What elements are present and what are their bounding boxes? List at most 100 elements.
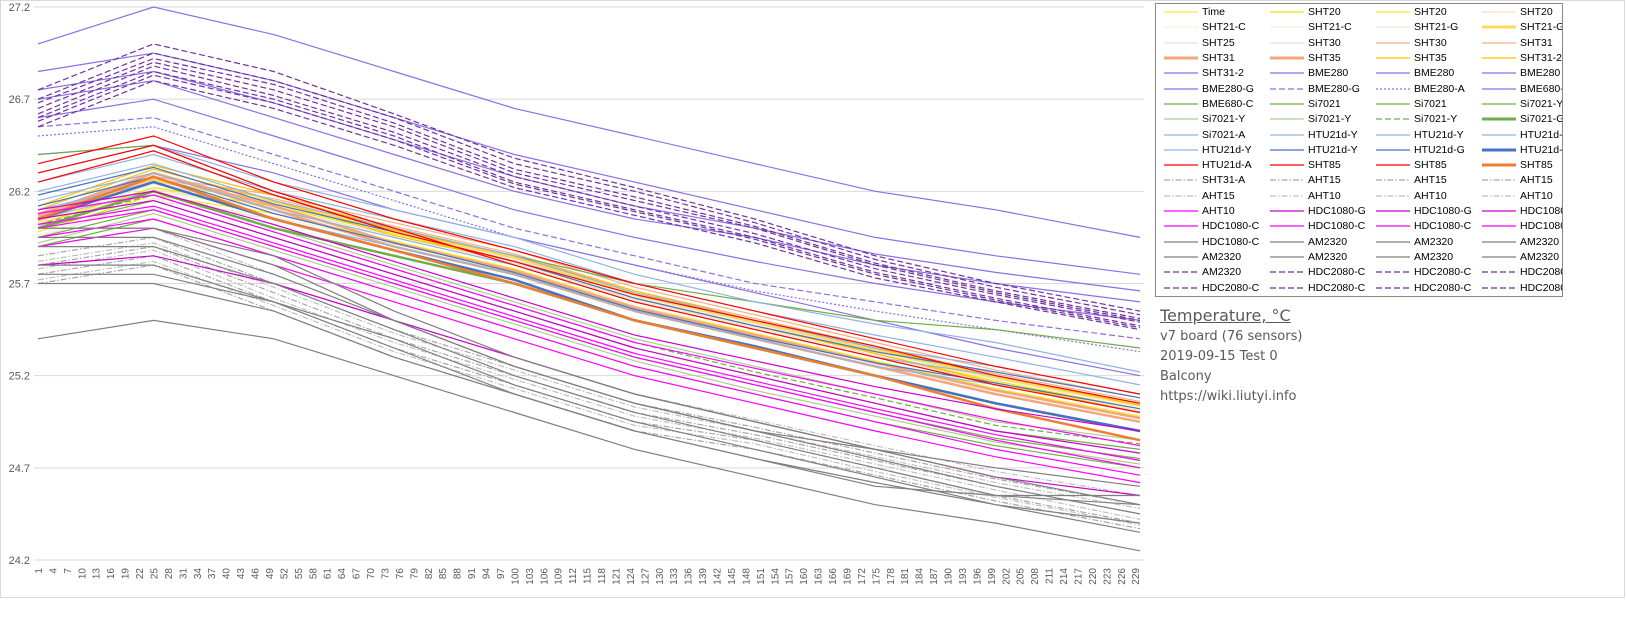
legend-label: SHT21-C (1308, 21, 1352, 34)
x-tick-label: 121 (611, 568, 622, 585)
x-tick-label: 61 (323, 568, 334, 580)
legend-line-swatch-icon (1270, 26, 1304, 29)
legend-line-swatch-icon (1164, 195, 1198, 197)
legend-entry: Si7021 (1376, 96, 1447, 111)
legend-label: AM2320 (1520, 235, 1560, 248)
legend-label: SHT31-2 (1520, 52, 1563, 65)
legend-line-swatch-icon (1164, 241, 1198, 243)
legend-entry: HDC2080-C (1482, 280, 1562, 295)
legend-line-swatch-icon (1482, 42, 1516, 44)
legend-label: HDC2080-C (1414, 281, 1472, 294)
legend-line-swatch-icon (1270, 210, 1304, 212)
x-tick-label: 49 (265, 568, 276, 580)
x-tick-label: 220 (1088, 568, 1099, 585)
legend-entry: SHT25 (1164, 35, 1235, 50)
x-tick-label: 166 (828, 568, 839, 585)
legend-label: BME280-G (1202, 82, 1254, 95)
series-line-bme280 (37, 6, 1141, 238)
x-tick-label: 85 (438, 568, 449, 580)
legend-entry: SHT21-G (1376, 20, 1458, 35)
subtitle-date: 2019-09-15 Test 0 (1160, 349, 1278, 364)
legend-line-swatch-icon (1376, 88, 1410, 90)
legend-entry: BME680-C (1482, 81, 1562, 96)
legend-entry: HDC1080-C (1164, 219, 1259, 234)
x-tick-label: 31 (178, 568, 189, 580)
x-tick-label: 19 (121, 568, 132, 580)
legend-line-swatch-icon (1164, 164, 1198, 166)
legend-line-swatch-icon (1270, 56, 1304, 60)
legend-label: Si7021-Y (1520, 97, 1563, 110)
legend-entry: HDC1080-C (1376, 219, 1471, 234)
legend-label: SHT21-G (1520, 21, 1563, 34)
legend-label: SHT31-A (1202, 174, 1246, 187)
legend-entry: Time (1164, 5, 1225, 20)
y-tick-label: 24.7 (9, 463, 30, 475)
legend-label: SHT20 (1308, 6, 1341, 19)
y-tick-label: 24.2 (9, 555, 30, 567)
series-line-htu21d-g (37, 166, 1141, 399)
legend-line-swatch-icon (1164, 179, 1198, 182)
legend-entry: SHT31-2 (1482, 50, 1562, 65)
legend-entry: HDC1080-C (1270, 219, 1365, 234)
legend-label: HDC1080-G (1414, 205, 1472, 218)
legend-line-swatch-icon (1164, 256, 1198, 258)
legend-entry: AM2320 (1164, 249, 1241, 264)
legend-label: HDC1080-C (1520, 220, 1562, 233)
x-tick-label: 151 (756, 568, 767, 585)
x-tick-label: 154 (770, 568, 781, 585)
series-line-sht20 (37, 194, 1141, 417)
legend-entry: AM2320 (1376, 234, 1453, 249)
legend-line-swatch-icon (1270, 164, 1304, 166)
legend-label: HTU21d-Y (1202, 143, 1252, 156)
x-tick-label: 163 (814, 568, 825, 585)
legend-label: Si7021 (1308, 97, 1341, 110)
x-tick-label: 28 (164, 568, 175, 580)
legend-line-swatch-icon (1270, 241, 1304, 243)
legend-label: HTU21d-Y (1308, 128, 1358, 141)
x-tick-label: 211 (1045, 568, 1056, 584)
x-tick-label: 202 (1001, 568, 1012, 585)
legend-line-swatch-icon (1376, 149, 1410, 151)
x-tick-label: 25 (149, 568, 160, 580)
legend-label: HTU21d-Y (1414, 128, 1464, 141)
legend-entry: HDC2080-C (1376, 280, 1471, 295)
legend-label: SHT30 (1308, 36, 1341, 49)
legend-entry: BME280-A (1376, 81, 1465, 96)
legend-entry: HDC1080-C (1482, 219, 1562, 234)
y-tick-label: 27.2 (9, 2, 30, 14)
legend-line-swatch-icon (1270, 225, 1304, 227)
x-tick-label: 208 (1030, 568, 1041, 585)
legend-line-swatch-icon (1482, 88, 1516, 90)
series-line-htu21d-a (37, 144, 1141, 414)
legend-line-swatch-icon (1376, 42, 1410, 44)
x-tick-label: 112 (568, 568, 579, 584)
legend-line-swatch-icon (1164, 11, 1198, 13)
legend-entry: HDC1080-G (1270, 203, 1366, 218)
legend-entry: SHT21-C (1164, 20, 1246, 35)
legend-entry: AHT10 (1376, 188, 1447, 203)
legend-label: HDC1080-G (1308, 205, 1366, 218)
x-tick-label: 22 (135, 568, 146, 580)
series-line-htu21d-y (37, 144, 1141, 373)
legend-entry: Si7021-G (1482, 112, 1562, 127)
legend-entry: BME280-G (1270, 81, 1360, 96)
legend-label: SHT31-2 (1202, 67, 1245, 80)
legend-entry: HDC1080-G (1482, 203, 1562, 218)
x-tick-label: 214 (1059, 568, 1070, 585)
legend-entry: AHT10 (1164, 203, 1235, 218)
legend-label: SHT20 (1520, 6, 1553, 19)
legend-entry: AHT15 (1376, 173, 1447, 188)
legend-entry: HDC2080-C (1270, 265, 1365, 280)
legend-label: SHT85 (1520, 159, 1553, 172)
legend-line-swatch-icon (1270, 179, 1304, 182)
legend-line-swatch-icon (1164, 103, 1198, 105)
series-line-am2320 (37, 61, 1141, 321)
legend-label: AHT10 (1202, 205, 1235, 218)
legend-entry: HTU21d-A (1164, 158, 1252, 173)
x-tick-label: 10 (77, 568, 88, 580)
legend-label: AM2320 (1202, 250, 1242, 263)
x-tick-label: 94 (482, 568, 493, 580)
series-line-hdc1080-c (37, 218, 1141, 476)
series-line-aht10 (37, 209, 1141, 469)
subtitle-url[interactable]: https://wiki.liutyi.info (1160, 389, 1297, 404)
